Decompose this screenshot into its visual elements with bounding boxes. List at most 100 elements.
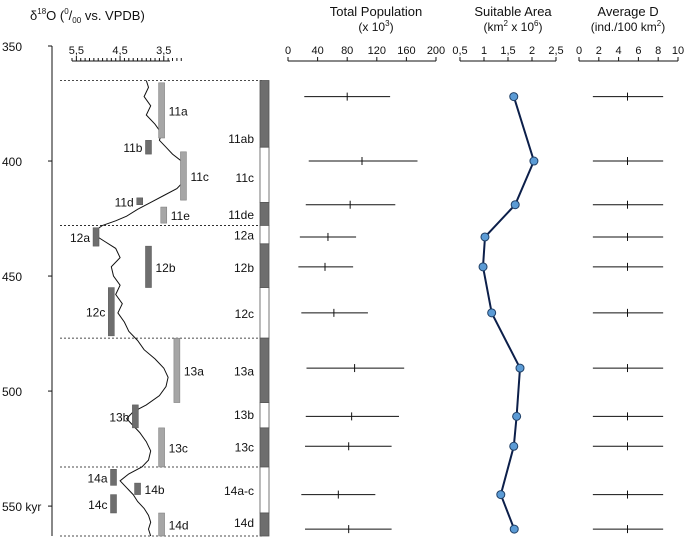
substage-bar <box>145 245 152 288</box>
substage-bar <box>110 469 117 486</box>
substage-label: 12c <box>86 306 105 320</box>
area-point <box>480 232 490 242</box>
population-tick-label: 80 <box>341 45 353 57</box>
density-tick-label: 0 <box>576 45 582 57</box>
density-tick-label: 2 <box>596 45 602 57</box>
area-point <box>509 92 519 102</box>
substage-label: 14b <box>145 483 165 497</box>
stage-block <box>259 466 270 514</box>
substage-label: 11e <box>171 209 190 223</box>
population-tick-label: 120 <box>368 45 386 57</box>
stage-block <box>259 337 270 403</box>
area-tick-label: 2 <box>529 45 535 57</box>
population-subtitle: (x 103) <box>358 19 393 34</box>
time-tick-label: 450 <box>2 270 22 284</box>
area-point <box>478 262 488 272</box>
stage-label: 14d <box>234 516 254 530</box>
area-tick-label: 2,5 <box>548 45 563 57</box>
time-tick-label: 550 kyr <box>2 500 41 514</box>
substage-label: 12b <box>155 261 175 275</box>
substage-bar <box>136 197 143 205</box>
population-tick-label: 0 <box>285 45 291 57</box>
stage-label: 13c <box>235 440 254 454</box>
stage-label: 11c <box>236 171 254 185</box>
substage-label: 13a <box>184 364 204 378</box>
isotope-tick-label: 5,5 <box>69 45 84 57</box>
area-panel: 0,5 1 1,5 2 2,5 <box>452 45 564 534</box>
area-subtitle: (km2 x 106) <box>484 19 543 34</box>
substage-label: 12a <box>70 231 90 245</box>
substage-bar <box>158 512 165 537</box>
stage-label: 12a <box>234 229 254 243</box>
isotope-curve <box>93 80 187 537</box>
area-point <box>512 411 522 421</box>
substage-bar <box>92 227 100 247</box>
area-point <box>509 524 519 534</box>
stage-label: 14a-c <box>224 484 254 498</box>
substage-bar <box>134 482 141 495</box>
area-title: Suitable Area <box>474 4 552 19</box>
isotope-tick-label: 3,5 <box>156 45 171 57</box>
isotope-title: δ18O (0/00 vs. VPDB) <box>30 7 145 25</box>
population-panel: 0 40 80 120 160 200 <box>285 45 445 534</box>
stage-block <box>259 243 270 288</box>
substage-label: 13b <box>109 410 129 424</box>
population-tick-label: 200 <box>427 45 445 57</box>
substage-label: 11c <box>190 170 208 184</box>
substage-bar <box>173 337 181 403</box>
density-tick-label: 10 <box>672 45 684 57</box>
substage-bar <box>108 287 115 337</box>
area-point <box>509 441 519 451</box>
stage-block <box>259 512 270 537</box>
time-tick-label: 500 <box>2 385 22 399</box>
stage-label: 12c <box>235 307 254 321</box>
stage-column: 11ab 11c 11de 12a 12b 12c 13a 13b 13c 14a-c 14d <box>224 80 270 537</box>
substage-label: 14c <box>88 498 107 512</box>
stage-label: 13b <box>234 408 254 422</box>
population-tick-label: 160 <box>397 45 415 57</box>
stage-label: 11ab <box>228 132 254 146</box>
stage-block <box>259 202 270 226</box>
substage-label: 11a <box>169 104 188 118</box>
population-title: Total Population <box>330 4 423 19</box>
density-panel: 0 2 4 6 8 10 <box>576 45 684 534</box>
area-tick-label: 1,5 <box>500 45 515 57</box>
isotope-tick-label: 4,5 <box>112 45 127 57</box>
area-tick-label: 0,5 <box>452 45 467 57</box>
stage-block <box>259 287 270 339</box>
time-axis: 350 400 450 500 550 kyr <box>2 40 53 536</box>
substage-bar <box>158 82 165 139</box>
substage-bar <box>180 151 187 201</box>
time-tick-label: 350 <box>2 40 22 54</box>
time-tick-label: 400 <box>2 155 22 169</box>
stage-label: 12b <box>234 261 254 275</box>
density-tick-label: 6 <box>635 45 641 57</box>
stage-block <box>259 225 270 245</box>
area-point <box>515 363 525 373</box>
substage-bar <box>110 494 117 514</box>
stage-block <box>259 402 270 429</box>
density-subtitle: (ind./100 km2) <box>591 19 665 34</box>
population-tick-label: 40 <box>311 45 323 57</box>
density-tick-label: 8 <box>655 45 661 57</box>
stage-block <box>259 427 270 468</box>
area-point <box>487 308 497 318</box>
area-point <box>529 156 539 166</box>
substage-label: 11b <box>123 141 142 155</box>
area-tick-label: 1 <box>481 45 487 57</box>
substage-bar <box>132 404 139 429</box>
substage-label: 11d <box>115 195 134 209</box>
isotope-panel: 5,5 4,5 3,5 11a 11b 11c 11d 11e 12a 12b 12c 13a 13b 1… <box>69 45 209 537</box>
stage-block <box>259 80 270 148</box>
substage-bar <box>158 427 165 468</box>
substage-bar <box>160 206 168 224</box>
density-title: Average D <box>597 4 658 19</box>
substage-label: 14a <box>87 471 107 485</box>
substage-label: 13c <box>169 441 188 455</box>
area-point <box>496 490 506 500</box>
substage-bar <box>145 140 152 155</box>
area-point <box>510 200 520 210</box>
density-tick-label: 4 <box>616 45 622 57</box>
stage-label: 11de <box>228 208 254 222</box>
